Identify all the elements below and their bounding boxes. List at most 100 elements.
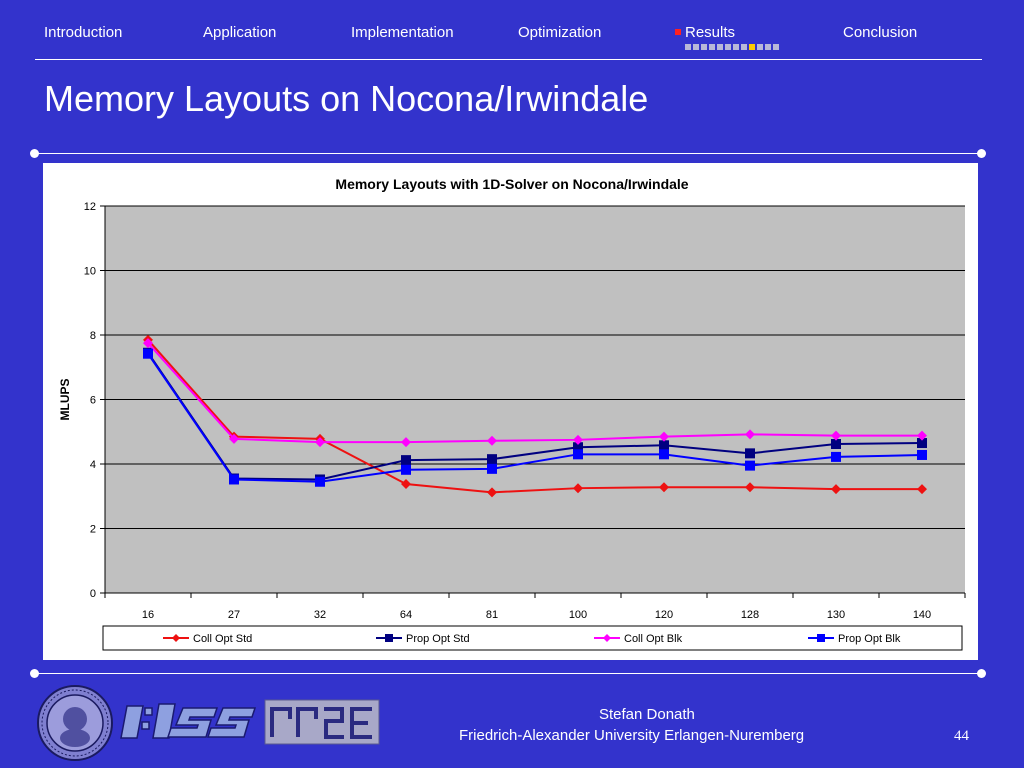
footer-author: Stefan Donath <box>599 706 695 723</box>
progress-square <box>701 44 707 50</box>
y-tick-label: 0 <box>90 588 96 600</box>
chart-title: Memory Layouts with 1D-Solver on Nocona/… <box>335 176 688 192</box>
nav-item-conclusion[interactable]: Conclusion <box>843 24 918 41</box>
legend-label: Prop Opt Std <box>406 633 470 645</box>
x-tick-label: 16 <box>142 609 154 621</box>
data-point <box>573 442 583 453</box>
data-point <box>172 634 180 642</box>
y-tick-label: 4 <box>90 459 96 471</box>
data-point <box>831 430 841 441</box>
data-point <box>385 634 393 642</box>
data-point <box>315 437 325 448</box>
data-point <box>745 448 755 459</box>
data-point <box>659 449 669 460</box>
x-tick-label: 100 <box>569 609 587 621</box>
progress-square <box>717 44 723 50</box>
nav-item-optimization[interactable]: Optimization <box>518 24 602 41</box>
top-rule <box>34 153 982 154</box>
series-line-prop-opt-std <box>147 352 923 481</box>
data-point <box>401 464 411 475</box>
data-point <box>487 487 497 498</box>
nav-item-results-label: Results <box>685 24 736 41</box>
data-point <box>143 348 153 359</box>
data-point <box>401 478 411 489</box>
series-line-prop-opt-blk <box>147 353 923 483</box>
bottom-rule <box>34 673 982 674</box>
data-point <box>659 440 669 451</box>
data-point <box>573 449 583 460</box>
progress-square <box>741 44 747 50</box>
series-line-coll-opt-std <box>147 339 922 494</box>
chart-panel: 0 2 4 6 8 10 12 16 27 32 64 81 100 120 128 130 140 Memory… <box>43 163 978 660</box>
nav-item-introduction[interactable]: Introduction <box>44 24 123 41</box>
progress-square <box>773 44 779 50</box>
university-seal-logo <box>37 685 113 761</box>
progress-square <box>757 44 763 50</box>
data-point <box>831 439 841 450</box>
progress-square <box>765 44 771 50</box>
data-point <box>659 482 669 493</box>
x-tick-label: 32 <box>314 609 326 621</box>
data-point <box>401 455 411 466</box>
progress-square <box>725 44 731 50</box>
data-point <box>487 463 497 474</box>
data-point <box>745 482 755 493</box>
progress-square <box>693 44 699 50</box>
rule-end-dot <box>30 669 39 678</box>
data-point <box>487 454 497 465</box>
nav-divider <box>35 59 982 60</box>
x-tick-label: 81 <box>486 609 498 621</box>
data-point <box>315 476 325 487</box>
rrze-logo <box>264 699 380 745</box>
data-point <box>831 451 841 462</box>
data-point <box>659 431 669 442</box>
y-tick-label: 2 <box>90 524 96 536</box>
slide-progress-indicator <box>685 44 779 51</box>
data-point <box>817 634 825 642</box>
x-tick-label: 140 <box>913 609 931 621</box>
data-point <box>917 430 927 441</box>
data-point <box>143 338 153 349</box>
progress-square <box>709 44 715 50</box>
section-navigation: Introduction Application Implementation … <box>0 24 1024 44</box>
x-tick-label: 120 <box>655 609 673 621</box>
lss-logo <box>120 703 257 739</box>
data-point <box>573 434 583 445</box>
data-point <box>917 484 927 495</box>
progress-square <box>685 44 691 50</box>
active-section-marker <box>675 29 681 36</box>
legend-label: Coll Opt Blk <box>624 633 683 645</box>
x-tick-label: 64 <box>400 609 412 621</box>
nav-item-implementation[interactable]: Implementation <box>351 24 454 41</box>
data-point <box>831 484 841 495</box>
nav-item-application[interactable]: Application <box>203 24 277 41</box>
line-chart: 0 2 4 6 8 10 12 16 27 32 64 81 100 120 128 130 140 Memory… <box>58 176 966 651</box>
data-point <box>229 474 239 485</box>
footer-affiliation: Friedrich-Alexander University Erlangen-… <box>459 727 805 744</box>
rule-end-dot <box>977 669 986 678</box>
data-point <box>603 634 611 642</box>
data-point <box>917 449 927 460</box>
data-point <box>401 437 411 448</box>
legend-label: Prop Opt Blk <box>838 633 901 645</box>
data-point <box>745 429 755 440</box>
y-tick-label: 6 <box>90 395 96 407</box>
x-tick-label: 128 <box>741 609 759 621</box>
data-point <box>229 433 239 444</box>
page-number: 44 <box>954 728 969 744</box>
progress-square <box>749 44 755 50</box>
data-point <box>917 438 927 449</box>
series-line-coll-opt-blk <box>147 342 922 444</box>
y-tick-label: 8 <box>90 330 96 342</box>
data-point <box>487 435 497 446</box>
progress-square <box>733 44 739 50</box>
rule-end-dot <box>977 149 986 158</box>
y-tick-label: 10 <box>84 266 96 278</box>
nav-item-results[interactable]: Results <box>675 24 735 41</box>
y-tick-label: 12 <box>84 201 96 213</box>
data-point <box>745 460 755 471</box>
page-title: Memory Layouts on Nocona/Irwindale <box>44 78 649 119</box>
x-tick-label: 27 <box>228 609 240 621</box>
y-axis-label: MLUPS <box>58 379 72 421</box>
data-point <box>573 483 583 494</box>
